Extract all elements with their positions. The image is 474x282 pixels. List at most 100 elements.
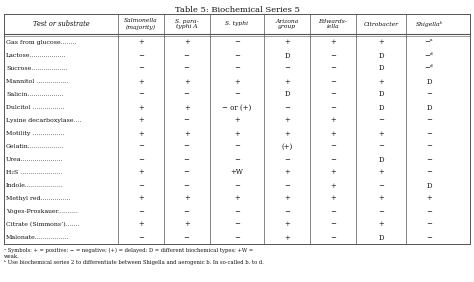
Text: −: −	[284, 208, 290, 215]
Text: −: −	[330, 142, 336, 151]
Text: −: −	[378, 208, 384, 215]
Text: +: +	[330, 116, 336, 124]
Text: −: −	[234, 52, 240, 60]
Text: +: +	[138, 103, 144, 111]
Text: +: +	[330, 169, 336, 177]
Text: +: +	[378, 39, 384, 47]
Text: −: −	[184, 116, 190, 124]
Text: D: D	[378, 103, 384, 111]
Text: Salicin..................: Salicin..................	[6, 92, 64, 97]
Text: −: −	[234, 65, 240, 72]
Text: D: D	[284, 52, 290, 60]
Text: +: +	[138, 221, 144, 228]
Text: −: −	[184, 65, 190, 72]
Text: Lysine decarboxylase....: Lysine decarboxylase....	[6, 118, 82, 123]
Text: Arizona
group: Arizona group	[276, 19, 299, 29]
Text: Malonate.................: Malonate.................	[6, 235, 70, 240]
Text: +W: +W	[230, 169, 244, 177]
Text: Dulcitol ................: Dulcitol ................	[6, 105, 64, 110]
Text: ᵇ Use biochemical series 2 to differentiate between Shigella and aerogenic b. In: ᵇ Use biochemical series 2 to differenti…	[4, 260, 264, 265]
Text: Gelatin..................: Gelatin..................	[6, 144, 65, 149]
Text: −: −	[234, 208, 240, 215]
Text: −: −	[234, 142, 240, 151]
Text: Motility ................: Motility ................	[6, 131, 64, 136]
Text: Methyl red...............: Methyl red...............	[6, 196, 71, 201]
Text: Sucrose..................: Sucrose..................	[6, 66, 67, 71]
Text: +: +	[234, 78, 240, 85]
Text: −: −	[330, 221, 336, 228]
Text: −: −	[330, 91, 336, 98]
Text: +: +	[284, 129, 290, 138]
Text: D: D	[378, 52, 384, 60]
Text: −: −	[330, 103, 336, 111]
Text: −: −	[378, 182, 384, 190]
Text: S. para-
typhi A: S. para- typhi A	[175, 19, 199, 29]
Text: +: +	[184, 129, 190, 138]
Text: Shigellaᵇ: Shigellaᵇ	[416, 21, 443, 27]
Text: D: D	[378, 65, 384, 72]
Text: −: −	[426, 155, 432, 164]
Text: Gas from glucose........: Gas from glucose........	[6, 40, 77, 45]
Text: −: −	[330, 155, 336, 164]
Text: −: −	[426, 91, 432, 98]
Text: −ᵈ: −ᵈ	[425, 65, 433, 72]
Text: −: −	[138, 233, 144, 241]
Text: −: −	[378, 142, 384, 151]
Text: Citrobacter: Citrobacter	[364, 21, 399, 27]
Text: −: −	[138, 142, 144, 151]
Text: −: −	[184, 169, 190, 177]
Text: −: −	[426, 116, 432, 124]
Text: Lactose..................: Lactose..................	[6, 53, 66, 58]
Text: +: +	[284, 221, 290, 228]
Text: Voges-Proskauer..........: Voges-Proskauer..........	[6, 209, 78, 214]
Text: −: −	[234, 155, 240, 164]
Text: +: +	[284, 195, 290, 202]
Text: −: −	[184, 208, 190, 215]
Text: −: −	[184, 142, 190, 151]
Text: +: +	[138, 39, 144, 47]
Text: D: D	[426, 182, 432, 190]
Text: +: +	[284, 169, 290, 177]
Text: −: −	[138, 155, 144, 164]
Text: +: +	[284, 116, 290, 124]
Text: −: −	[426, 129, 432, 138]
Text: −: −	[330, 78, 336, 85]
Text: −: −	[426, 233, 432, 241]
Text: ᵃ Symbols: + = positive; − = negative; (+) = delayed; D = different biochemical : ᵃ Symbols: + = positive; − = negative; (…	[4, 248, 253, 253]
Text: −: −	[234, 182, 240, 190]
Text: −: −	[426, 169, 432, 177]
Text: Indole...................: Indole...................	[6, 183, 64, 188]
Text: D: D	[378, 233, 384, 241]
Text: −: −	[138, 208, 144, 215]
Text: +: +	[138, 129, 144, 138]
Text: −: −	[138, 182, 144, 190]
Text: −: −	[426, 208, 432, 215]
Text: +: +	[184, 39, 190, 47]
Text: +: +	[184, 195, 190, 202]
Text: −: −	[330, 233, 336, 241]
Text: D: D	[378, 155, 384, 164]
Text: −: −	[284, 103, 290, 111]
Text: +: +	[234, 129, 240, 138]
Text: −: −	[234, 39, 240, 47]
Text: +: +	[184, 78, 190, 85]
Text: +: +	[378, 129, 384, 138]
Text: −: −	[138, 52, 144, 60]
Text: +: +	[378, 169, 384, 177]
Text: −: −	[284, 155, 290, 164]
Text: −: −	[184, 91, 190, 98]
Text: +: +	[284, 78, 290, 85]
Text: −: −	[234, 221, 240, 228]
Text: −: −	[378, 116, 384, 124]
Text: −: −	[426, 221, 432, 228]
Text: −: −	[234, 91, 240, 98]
Text: +: +	[378, 221, 384, 228]
Text: +: +	[378, 195, 384, 202]
Text: − or (+): − or (+)	[222, 103, 252, 111]
Text: Citrate (Simmons’).......: Citrate (Simmons’).......	[6, 222, 80, 227]
Text: −: −	[426, 142, 432, 151]
Text: Mannitol ................: Mannitol ................	[6, 79, 68, 84]
Text: −: −	[284, 182, 290, 190]
Text: +: +	[378, 78, 384, 85]
Text: +: +	[330, 39, 336, 47]
